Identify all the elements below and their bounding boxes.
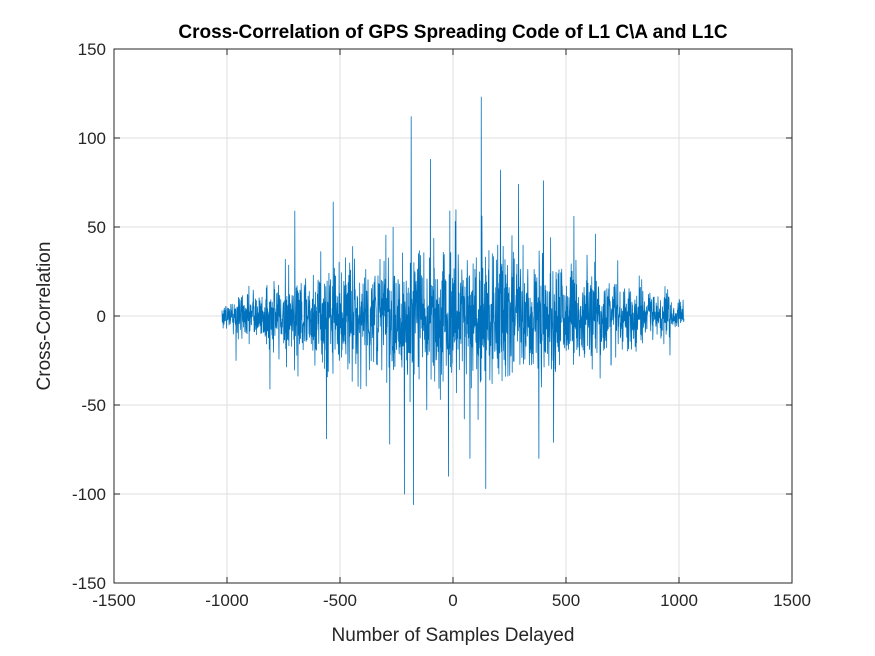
x-tick-label: -1000 [205,591,248,610]
chart-title: Cross-Correlation of GPS Spreading Code … [178,22,728,43]
series-line [221,96,685,506]
x-tick-label: -1500 [92,591,135,610]
y-tick-label: -50 [81,396,106,415]
y-tick-label: 100 [78,129,106,148]
x-tick-label: 500 [552,591,580,610]
x-tick-labels: -1500 -1000 -500 0 500 1000 1500 [92,591,811,610]
y-tick-label: 50 [87,218,106,237]
y-axis-label: Cross-Correlation [34,242,55,391]
y-tick-label: -100 [72,485,106,504]
series-layer [221,96,685,506]
y-tick-label: -150 [72,574,106,593]
tick-marks [113,48,793,584]
x-tick-label: -500 [323,591,357,610]
y-tick-label: 150 [78,40,106,59]
x-tick-label: 1500 [773,591,811,610]
x-tick-label: 1000 [660,591,698,610]
x-axis-label: Number of Samples Delayed [332,625,575,646]
y-tick-labels: -150 -100 -50 0 50 100 150 [72,40,106,593]
y-tick-label: 0 [97,307,106,326]
x-tick-label: 0 [448,591,457,610]
